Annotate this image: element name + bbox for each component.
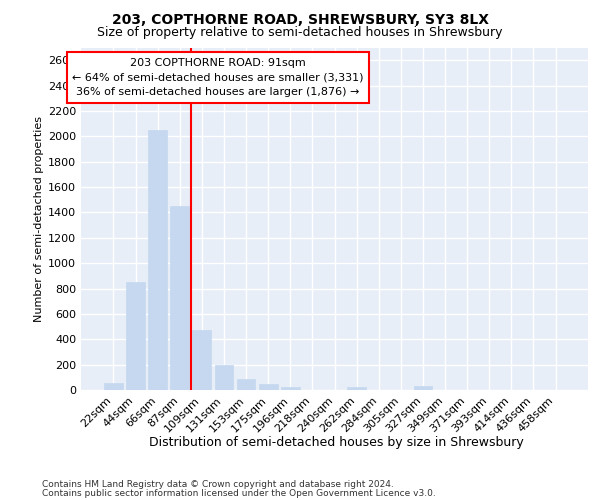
Bar (193, 330, 211, 390)
Text: 203 COPTHORNE ROAD: 91sqm
← 64% of semi-detached houses are smaller (3,331)
36% : 203 COPTHORNE ROAD: 91sqm ← 64% of semi-… (72, 58, 364, 98)
Bar (126, 282, 145, 390)
Y-axis label: Number of semi-detached properties: Number of semi-detached properties (34, 116, 44, 322)
Bar (413, 386, 433, 390)
Text: Contains public sector information licensed under the Open Government Licence v3: Contains public sector information licen… (42, 489, 436, 498)
Bar (259, 384, 278, 390)
Bar (281, 387, 299, 390)
Bar (170, 206, 189, 390)
Text: Distribution of semi-detached houses by size in Shrewsbury: Distribution of semi-detached houses by … (149, 436, 523, 449)
Bar (347, 387, 366, 390)
Text: 203, COPTHORNE ROAD, SHREWSBURY, SY3 8LX: 203, COPTHORNE ROAD, SHREWSBURY, SY3 8LX (112, 12, 488, 26)
Bar (236, 378, 256, 390)
Bar (104, 383, 123, 390)
Text: Size of property relative to semi-detached houses in Shrewsbury: Size of property relative to semi-detach… (97, 26, 503, 39)
Bar (148, 130, 167, 390)
Text: Contains HM Land Registry data © Crown copyright and database right 2024.: Contains HM Land Registry data © Crown c… (42, 480, 394, 489)
Bar (215, 364, 233, 390)
